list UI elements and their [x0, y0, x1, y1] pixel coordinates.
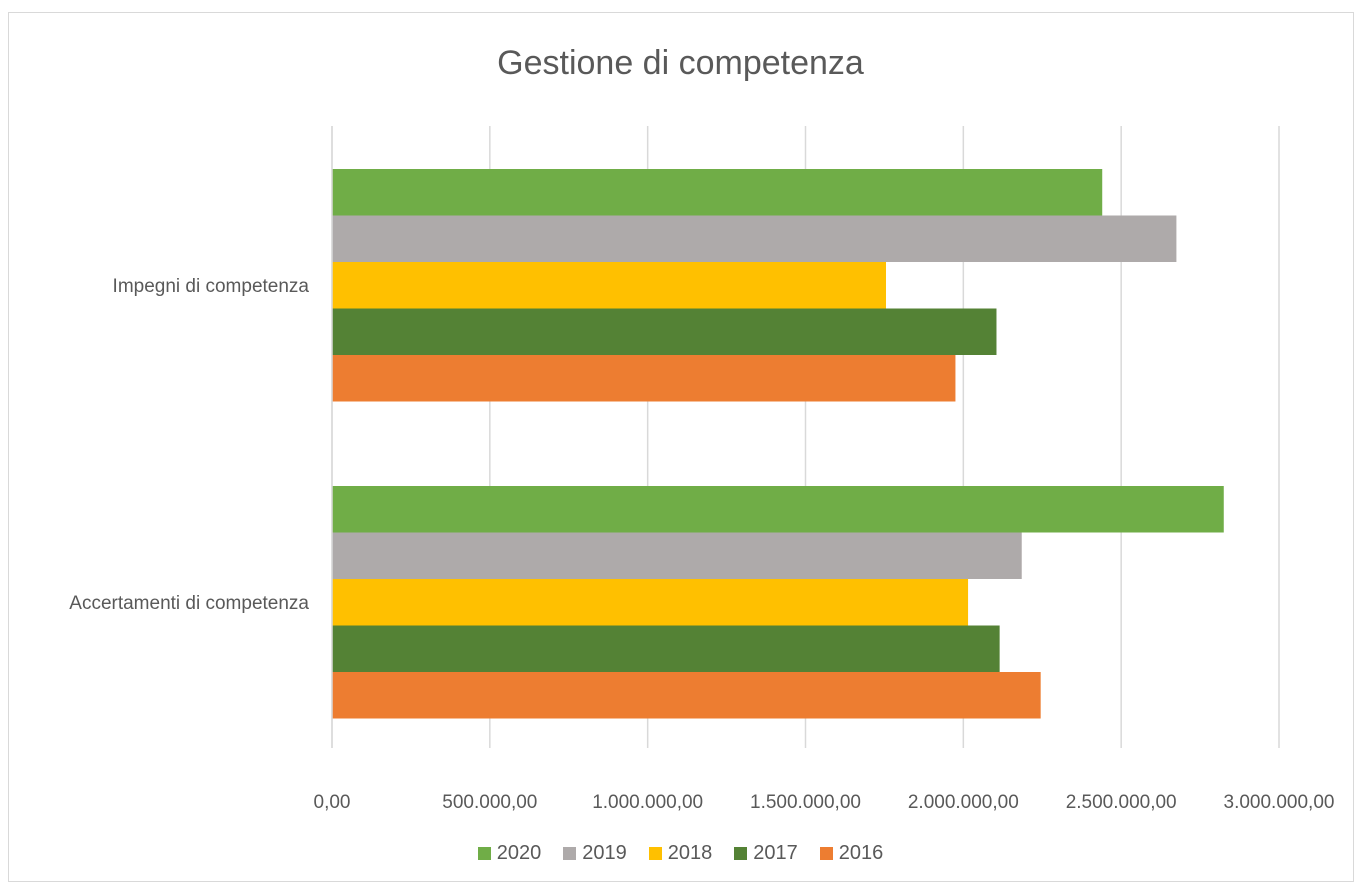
legend-label: 2017	[753, 842, 798, 864]
legend-swatch	[563, 847, 577, 860]
category-label: Accertamenti di competenza	[69, 593, 309, 614]
legend-label: 2019	[582, 842, 627, 864]
legend-label: 2018	[667, 842, 713, 864]
x-tick-label: 500.000,00	[442, 792, 537, 813]
bar	[332, 308, 997, 355]
legend-item: 2017	[734, 842, 798, 865]
bar	[332, 625, 1000, 672]
x-tick-label: 2.500.000,00	[1066, 792, 1177, 813]
bar	[332, 169, 1103, 216]
x-tick-label: 3.000.000,00	[1224, 792, 1335, 813]
bar	[332, 215, 1177, 262]
legend-swatch	[734, 847, 748, 860]
legend-item: 2020	[477, 842, 542, 865]
bar	[332, 532, 1022, 579]
x-tick-label: 2.000.000,00	[908, 792, 1019, 813]
legend-item: 2016	[819, 842, 884, 865]
legend-item: 2018	[648, 842, 713, 865]
bar	[332, 262, 886, 309]
x-tick-label: 1.000.000,00	[592, 792, 703, 813]
bar	[332, 355, 956, 402]
bar	[332, 672, 1041, 719]
bar	[332, 579, 969, 626]
chart-frame	[8, 12, 1354, 882]
legend-swatch	[648, 847, 662, 860]
legend-label: 2016	[838, 842, 884, 864]
bar	[332, 486, 1224, 533]
chart-title: Gestione di competenza	[497, 44, 864, 82]
x-tick-label: 0,00	[314, 792, 351, 813]
legend-swatch	[477, 847, 491, 860]
legend-swatch	[819, 847, 833, 860]
legend-item: 2019	[563, 842, 627, 865]
chart-legend: 2020 2019 2018 2017 2016	[0, 842, 1361, 865]
legend-label: 2020	[496, 842, 542, 864]
category-label: Impegni di competenza	[113, 276, 310, 297]
x-tick-label: 1.500.000,00	[750, 792, 861, 813]
